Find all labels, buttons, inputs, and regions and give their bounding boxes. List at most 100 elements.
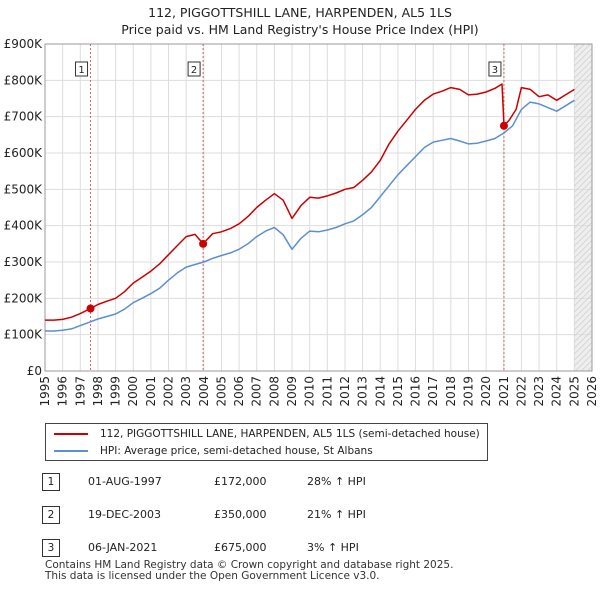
legend-swatch-property: [54, 433, 88, 435]
sale-row: 3 06-JAN-2021 £675,000 3% ↑ HPI: [42, 539, 562, 557]
chart-legend: 112, PIGGOTTSHILL LANE, HARPENDEN, AL5 1…: [45, 423, 488, 461]
sale-badge-label: 3: [492, 65, 498, 76]
legend-label-property: 112, PIGGOTTSHILL LANE, HARPENDEN, AL5 1…: [100, 428, 480, 440]
legend-item-hpi: HPI: Average price, semi-detached house,…: [54, 442, 373, 460]
forecast-hatch: [574, 162, 593, 181]
forecast-hatch: [574, 180, 593, 199]
chart-title: 112, PIGGOTTSHILL LANE, HARPENDEN, AL5 1…: [0, 4, 600, 38]
x-tick-label: 2011: [320, 376, 334, 407]
x-tick-label: 2018: [444, 376, 458, 407]
forecast-hatch: [574, 330, 593, 349]
forecast-hatch: [574, 24, 592, 42]
forecast-hatch: [574, 276, 593, 295]
x-tick-label: 1998: [91, 376, 105, 407]
y-tick-label: £100K: [4, 328, 44, 342]
sale-number-badge: 2: [42, 506, 60, 524]
y-tick-label: £700K: [4, 110, 44, 124]
x-tick-label: 2025: [567, 376, 581, 407]
forecast-hatch: [574, 354, 593, 371]
y-tick-label: £300K: [4, 255, 44, 269]
y-tick-label: £600K: [4, 146, 44, 160]
forecast-hatch: [574, 294, 593, 313]
x-tick-label: 1999: [109, 376, 123, 407]
x-tick-label: 2013: [356, 376, 370, 407]
forecast-hatch: [574, 252, 593, 271]
sale-date: 06-JAN-2021: [88, 541, 158, 554]
forecast-hatch: [574, 48, 593, 67]
sale-date: 01-AUG-1997: [88, 475, 162, 488]
forecast-hatch: [574, 54, 593, 73]
x-tick-label: 2017: [426, 376, 440, 407]
x-tick-label: 2026: [585, 376, 599, 407]
price-chart: £0 £100K £200K £300K £400K £500K £600K £700K £80…: [4, 18, 599, 407]
chart-title-line2: Price paid vs. HM Land Registry's House …: [121, 22, 479, 37]
forecast-hatch: [574, 120, 593, 139]
forecast-hatch: [574, 90, 593, 109]
forecast-hatch: [574, 78, 593, 97]
x-tick-label: 2000: [126, 376, 140, 407]
sale-date: 19-DEC-2003: [88, 508, 162, 521]
plot-frame: [44, 43, 593, 372]
x-tick-label: 2002: [162, 376, 176, 407]
x-tick-label: 2009: [285, 376, 299, 407]
forecast-hatch: [574, 60, 593, 79]
forecast-hatch: [574, 216, 593, 235]
x-tick-label: 2003: [179, 376, 193, 407]
forecast-hatch: [574, 264, 593, 283]
x-tick-label: 2014: [373, 376, 387, 407]
sale-price: £350,000: [214, 508, 267, 521]
footer-line2: This data is licensed under the Open Gov…: [45, 570, 380, 582]
forecast-hatch: [574, 96, 593, 115]
forecast-hatch: [574, 198, 593, 217]
sale-row: 2 19-DEC-2003 £350,000 21% ↑ HPI: [42, 506, 562, 524]
x-tick-label: 1997: [73, 376, 87, 407]
footer-attribution: Contains HM Land Registry data © Crown c…: [45, 560, 453, 582]
x-tick-label: 2006: [232, 376, 246, 407]
forecast-hatch: [574, 318, 593, 337]
forecast-hatch: [574, 240, 593, 259]
y-tick-label: £800K: [4, 73, 44, 87]
sale-hpi-change: 28% ↑ HPI: [307, 475, 366, 488]
x-tick-label: 2005: [214, 376, 228, 407]
sale-badge-box: [187, 61, 201, 77]
sale-badge-box: [75, 61, 89, 77]
x-tick-label: 2024: [550, 376, 564, 407]
sale-hpi-change: 3% ↑ HPI: [307, 541, 359, 554]
sale-number-badge: 3: [42, 539, 60, 557]
forecast-hatch: [574, 210, 593, 229]
forecast-hatch: [574, 312, 593, 331]
legend-item-property: 112, PIGGOTTSHILL LANE, HARPENDEN, AL5 1…: [54, 425, 480, 443]
y-tick-label: £400K: [4, 219, 44, 233]
sale-point: [86, 304, 95, 313]
forecast-hatch: [574, 150, 593, 169]
forecast-hatch: [574, 204, 593, 223]
forecast-hatch: [574, 348, 593, 367]
series-line: [45, 99, 575, 332]
forecast-hatch: [574, 44, 579, 49]
forecast-hatch: [574, 44, 591, 61]
forecast-hatch: [574, 228, 593, 247]
x-tick-label: 2015: [391, 376, 405, 407]
footer-line1: Contains HM Land Registry data © Crown c…: [45, 559, 454, 571]
forecast-hatch: [574, 102, 593, 121]
sale-price: £172,000: [214, 475, 267, 488]
series-line: [45, 83, 575, 321]
forecast-hatch: [574, 138, 593, 157]
x-tick-label: 2016: [409, 376, 423, 407]
x-tick-label: 2022: [514, 376, 528, 407]
forecast-hatch: [574, 300, 593, 319]
x-tick-label: 2008: [267, 376, 281, 407]
y-tick-label: £200K: [4, 291, 44, 305]
forecast-hatch: [574, 44, 585, 55]
forecast-hatch: [574, 192, 593, 211]
forecast-hatch: [574, 144, 593, 163]
forecast-hatch: [586, 366, 593, 371]
x-tick-label: 2021: [497, 376, 511, 407]
forecast-hatch: [574, 18, 592, 36]
forecast-hatch: [574, 174, 593, 193]
sale-badge-label: 2: [191, 65, 197, 76]
x-tick-label: 2023: [532, 376, 546, 407]
sale-row: 1 01-AUG-1997 £172,000 28% ↑ HPI: [42, 473, 562, 491]
legend-swatch-hpi: [54, 450, 88, 452]
forecast-hatch: [574, 306, 593, 325]
